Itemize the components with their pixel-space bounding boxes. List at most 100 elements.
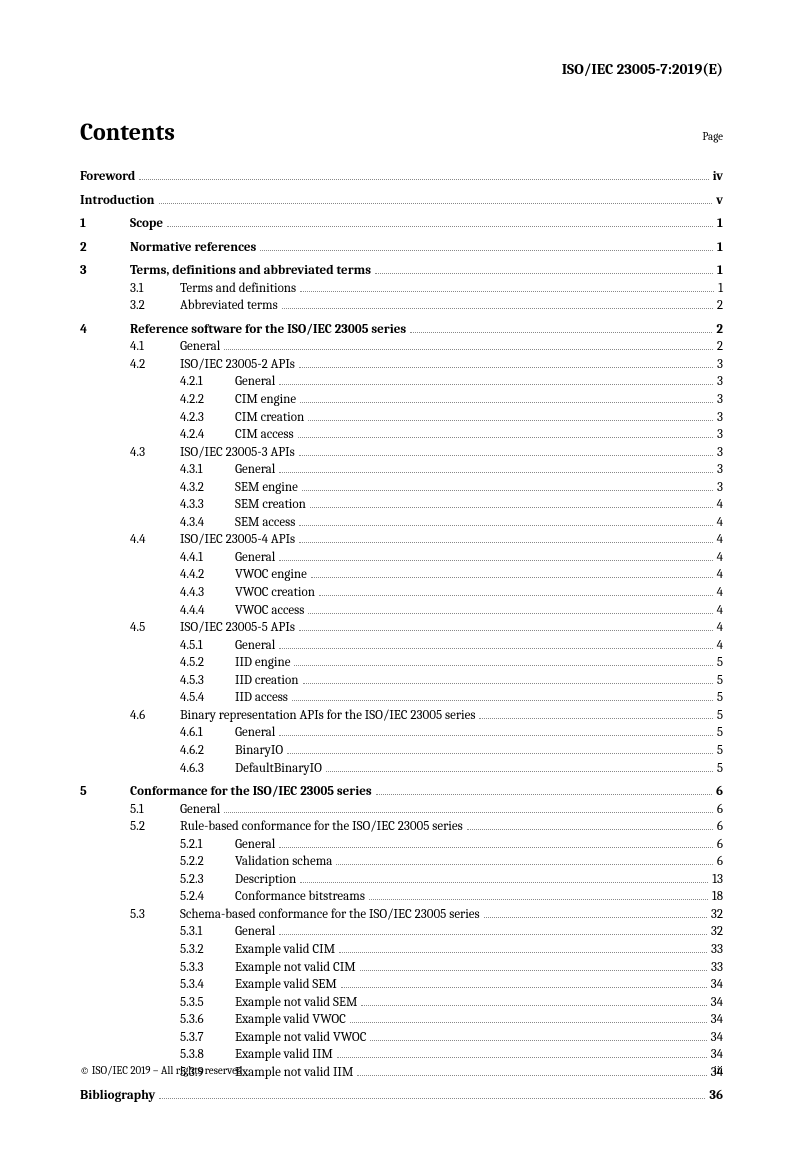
toc-title: SEM access	[235, 514, 295, 532]
toc-entry: 4.2.3CIM creation3	[80, 409, 723, 427]
toc-page-ref: 2	[716, 321, 723, 339]
page-footer: © ISO/IEC 2019 – All rights reserved iii	[80, 1064, 723, 1077]
toc-entry: 5.2.1General6	[80, 836, 723, 854]
toc-title: Scope	[130, 215, 163, 233]
toc-leader	[375, 273, 713, 274]
toc-entry: 4.4ISO/IEC 23005-4 APIs4	[80, 531, 723, 549]
toc-page-ref: 4	[717, 637, 723, 655]
toc-leader	[299, 455, 713, 456]
toc-leader	[298, 437, 713, 438]
toc-number: 5.2	[130, 818, 180, 836]
toc-leader	[300, 882, 708, 883]
toc-page-ref: 5	[717, 689, 723, 707]
toc-entry: 4.3.4SEM access4	[80, 514, 723, 532]
page-container: ISO/IEC 23005-7:2019(E) Contents Page Fo…	[0, 0, 793, 1155]
toc-number: 5.2.2	[180, 853, 235, 871]
toc-title: ISO/IEC 23005-4 APIs	[180, 531, 295, 549]
toc-entry: 4.2.2CIM engine3	[80, 391, 723, 409]
toc-page-ref: 6	[717, 853, 723, 871]
toc-leader	[341, 987, 707, 988]
toc-title: General	[235, 836, 275, 854]
toc-entry: 4.6Binary representation APIs for the IS…	[80, 707, 723, 725]
toc-leader	[308, 420, 713, 421]
toc-page-ref: 4	[717, 619, 723, 637]
toc-title: Foreword	[80, 168, 135, 186]
toc-title: ISO/IEC 23005-3 APIs	[180, 444, 295, 462]
toc-entry: 4.3.1General3	[80, 461, 723, 479]
toc-title: General	[180, 801, 220, 819]
toc-page-ref: 1	[717, 239, 723, 257]
toc-title: Introduction	[80, 192, 155, 210]
toc-leader	[287, 753, 713, 754]
toc-entry: 5.3.5Example not valid SEM34	[80, 994, 723, 1012]
toc-leader	[319, 595, 713, 596]
toc-number: 4.5.4	[180, 689, 235, 707]
toc-page-ref: 33	[711, 959, 723, 977]
toc-entry: 4.5.1General 4	[80, 637, 723, 655]
contents-title: Contents	[80, 118, 175, 146]
toc-entry: Bibliography36	[80, 1087, 723, 1105]
toc-title: Conformance for the ISO/IEC 23005 series	[130, 783, 372, 801]
toc-title: DefaultBinaryIO	[235, 760, 322, 778]
toc-title: Description	[235, 871, 296, 889]
toc-title: General	[235, 637, 275, 655]
page-label: Page	[702, 130, 723, 143]
toc-title: IID engine	[235, 654, 290, 672]
toc-page-ref: 4	[717, 531, 723, 549]
toc-number: 4.5.1	[180, 637, 235, 655]
toc-number: 5.2.3	[180, 871, 235, 889]
toc-page-ref: 34	[711, 1029, 723, 1047]
toc-leader	[326, 771, 713, 772]
toc-leader	[299, 367, 713, 368]
toc-title: General	[235, 724, 275, 742]
toc-title: IID creation	[235, 672, 299, 690]
toc-title: Conformance bitstreams	[235, 888, 365, 906]
toc-number: 1	[80, 215, 130, 233]
toc-page-ref: 4	[717, 602, 723, 620]
toc-title: Example valid SEM	[235, 976, 337, 994]
toc-title: CIM engine	[235, 391, 296, 409]
toc-title: BinaryIO	[235, 742, 283, 760]
toc-number: 4.1	[130, 338, 180, 356]
toc-entry: Introductionv	[80, 192, 723, 210]
toc-number: 4.2	[130, 356, 180, 374]
toc-entry: 2Normative references1	[80, 239, 723, 257]
toc-entry: 5.3.4Example valid SEM34	[80, 976, 723, 994]
toc-number: 2	[80, 239, 130, 257]
toc-leader	[350, 1022, 707, 1023]
toc-title: Example not valid CIM	[235, 959, 356, 977]
toc-title: General	[235, 923, 275, 941]
toc-number: 4.3	[130, 444, 180, 462]
toc-number: 4	[80, 321, 130, 339]
toc-entry: 5.2.4Conformance bitstreams18	[80, 888, 723, 906]
toc-leader	[303, 683, 713, 684]
toc-title: IID access	[235, 689, 288, 707]
toc-page-ref: 3	[717, 444, 723, 462]
toc-number: 5.3.4	[180, 976, 235, 994]
toc-title: VWOC access	[235, 602, 304, 620]
toc-leader	[159, 1098, 705, 1099]
toc-title: Example valid VWOC	[235, 1011, 346, 1029]
toc-leader	[294, 665, 712, 666]
toc-title: General	[235, 461, 275, 479]
toc-title: Abbreviated terms	[180, 297, 278, 315]
toc-leader	[336, 864, 712, 865]
toc-number: 4.6	[130, 707, 180, 725]
toc-title: VWOC creation	[235, 584, 315, 602]
toc-page-ref: 34	[711, 1011, 723, 1029]
toc-leader	[308, 613, 712, 614]
toc-page-ref: 5	[717, 760, 723, 778]
toc-number: 4.5.3	[180, 672, 235, 690]
toc-number: 4.4.1	[180, 549, 235, 567]
toc-page-ref: 5	[717, 654, 723, 672]
toc-leader	[360, 970, 707, 971]
toc-number: 5.2.4	[180, 888, 235, 906]
toc-leader	[279, 934, 707, 935]
toc-number: 5.3.5	[180, 994, 235, 1012]
toc-leader	[300, 402, 713, 403]
toc-entry: 4.5.3IID creation5	[80, 672, 723, 690]
toc-title: General	[180, 338, 220, 356]
toc-page-ref: 3	[717, 373, 723, 391]
toc-page-ref: 4	[717, 584, 723, 602]
toc-page-ref: 4	[717, 514, 723, 532]
